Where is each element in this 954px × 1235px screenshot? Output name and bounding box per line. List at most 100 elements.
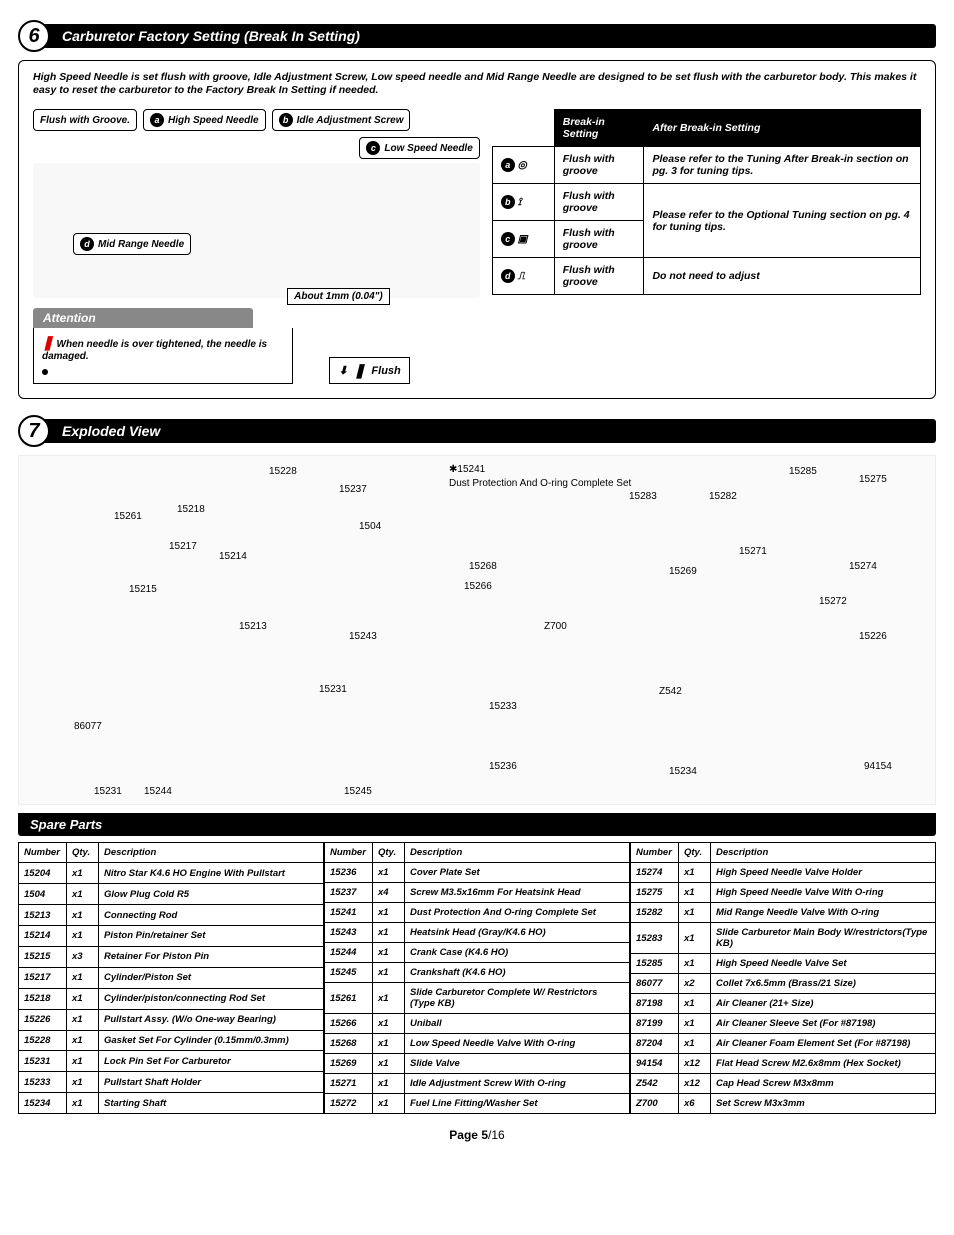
part-label: 15231 [94,786,122,797]
table-row: 15271x1Idle Adjustment Screw With O-ring [325,1074,630,1094]
spare-parts-title: Spare Parts [18,813,936,836]
table-row: 15233x1Pullstart Shaft Holder [19,1072,324,1093]
part-label: 15234 [669,766,697,777]
parts-table-2: NumberQty.Description 15236x1Cover Plate… [324,842,630,1114]
table-row: 15217x1Cylinder/Piston Set [19,967,324,988]
high-speed-label: aHigh Speed Needle [143,109,266,131]
section-6-content: High Speed Needle is set flush with groo… [18,60,936,399]
part-label: 15272 [819,596,847,607]
part-label: 15213 [239,621,267,632]
row-b-icon: b ⟟ [492,184,554,221]
table-row: 87199x1Air Cleaner Sleeve Set (For #8719… [631,1014,936,1034]
part-label: Z700 [544,621,567,632]
part-label: 15243 [349,631,377,642]
part-label: 86077 [74,721,102,732]
table-row: 15268x1Low Speed Needle Valve With O-rin… [325,1034,630,1054]
carb-diagram-area: Flush with Groove. aHigh Speed Needle bI… [33,109,480,384]
settings-empty-header [492,110,554,147]
part-label: 15214 [219,551,247,562]
row-c-icon: c ▣ [492,221,554,258]
settings-h1: Break-in Setting [554,110,644,147]
table-row: 15231x1Lock Pin Set For Carburetor [19,1051,324,1072]
table-row: 15204x1Nitro Star K4.6 HO Engine With Pu… [19,863,324,884]
flush-label: ⬇❚Flush [329,357,409,384]
table-row: 15283x1Slide Carburetor Main Body W/rest… [631,923,936,954]
table-row: 15244x1Crank Case (K4.6 HO) [325,943,630,963]
part-label: 15245 [344,786,372,797]
part-label: 15282 [709,491,737,502]
table-row: 15215x3Retainer For Piston Pin [19,946,324,967]
row-b-setting: Flush with groove [554,184,644,221]
exploded-view-diagram: 15228 15237 ✱15241 Dust Protection And O-ri… [18,455,936,805]
table-row: 86077x2Collet 7x6.5mm (Brass/21 Size) [631,974,936,994]
section-6-title: Carburetor Factory Setting (Break In Set… [44,24,936,48]
part-label: ✱15241 [449,464,485,475]
part-label: 15228 [269,466,297,477]
intro-text: High Speed Needle is set flush with groo… [33,71,921,97]
table-row: 15214x1Piston Pin/retainer Set [19,925,324,946]
part-label: 15236 [489,761,517,772]
table-row: 15269x1Slide Valve [325,1054,630,1074]
row-d-after: Do not need to adjust [644,258,921,295]
mid-range-label: dMid Range Needle [73,233,191,255]
table-row: 15243x1Heatsink Head (Gray/K4.6 HO) [325,923,630,943]
parts-tables-wrap: NumberQty.Description 15204x1Nitro Star … [18,842,936,1114]
part-label: Dust Protection And O-ring Complete Set [449,478,631,489]
table-row: 87204x1Air Cleaner Foam Element Set (For… [631,1034,936,1054]
table-row: 15274x1High Speed Needle Valve Holder [631,863,936,883]
part-label: 15218 [177,504,205,515]
table-row: 15237x4Screw M3.5x16mm For Heatsink Head [325,883,630,903]
table-row: 15261x1Slide Carburetor Complete W/ Rest… [325,983,630,1014]
section-7-number: 7 [18,415,50,447]
table-row: 15266x1Uniball [325,1014,630,1034]
table-row: Z542x12Cap Head Screw M3x8mm [631,1074,936,1094]
table-row: 94154x12Flat Head Screw M2.6x8mm (Hex So… [631,1054,936,1074]
table-row: 15275x1High Speed Needle Valve With O-ri… [631,883,936,903]
part-label: 15233 [489,701,517,712]
table-row: 15272x1Fuel Line Fitting/Washer Set [325,1094,630,1114]
section-6-header: 6 Carburetor Factory Setting (Break In S… [18,20,936,52]
part-label: 15266 [464,581,492,592]
settings-h2: After Break-in Setting [644,110,921,147]
part-label: Z542 [659,686,682,697]
part-label: 15237 [339,484,367,495]
part-label: 15268 [469,561,497,572]
table-row: 15213x1Connecting Rod [19,905,324,926]
table-row: 87198x1Air Cleaner (21+ Size) [631,994,936,1014]
table-row: 15245x1Crankshaft (K4.6 HO) [325,963,630,983]
part-label: 15217 [169,541,197,552]
part-label: 15244 [144,786,172,797]
parts-table-3: NumberQty.Description 15274x1High Speed … [630,842,936,1114]
table-row: 15226x1Pullstart Assy. (W/o One-way Bear… [19,1009,324,1030]
part-label: 1504 [359,521,381,532]
part-label: 94154 [864,761,892,772]
flush-groove-label: Flush with Groove. [33,109,137,131]
needle-diagram: dMid Range Needle About 1mm (0.04") [33,163,480,298]
part-label: 15231 [319,684,347,695]
table-row: 15241x1Dust Protection And O-ring Comple… [325,903,630,923]
table-row: 15282x1Mid Range Needle Valve With O-rin… [631,903,936,923]
part-label: 15226 [859,631,887,642]
page-number: Page 5/16 [18,1128,936,1142]
table-row: 1504x1Glow Plug Cold R5 [19,884,324,905]
part-label: 15271 [739,546,767,557]
table-row: 15285x1High Speed Needle Valve Set [631,954,936,974]
part-label: 15261 [114,511,142,522]
low-speed-label: cLow Speed Needle [359,137,479,159]
row-a-after: Please refer to the Tuning After Break-i… [644,147,921,184]
table-row: 15218x1Cylinder/piston/connecting Rod Se… [19,988,324,1009]
part-label: 15283 [629,491,657,502]
section-6-number: 6 [18,20,50,52]
settings-table: Break-in Setting After Break-in Setting … [492,109,921,295]
row-d-setting: Flush with groove [554,258,644,295]
row-a-icon: a ◎ [492,147,554,184]
attention-box: Attention ❚ When needle is over tightene… [33,308,293,384]
part-label: 15275 [859,474,887,485]
parts-table-1: NumberQty.Description 15204x1Nitro Star … [18,842,324,1114]
row-d-icon: d ⎍ [492,258,554,295]
section-7-header: 7 Exploded View [18,415,936,447]
table-row: Z700x6Set Screw M3x3mm [631,1094,936,1114]
table-row: 15236x1Cover Plate Set [325,863,630,883]
table-row: 15234x1Starting Shaft [19,1093,324,1114]
part-label: 15269 [669,566,697,577]
